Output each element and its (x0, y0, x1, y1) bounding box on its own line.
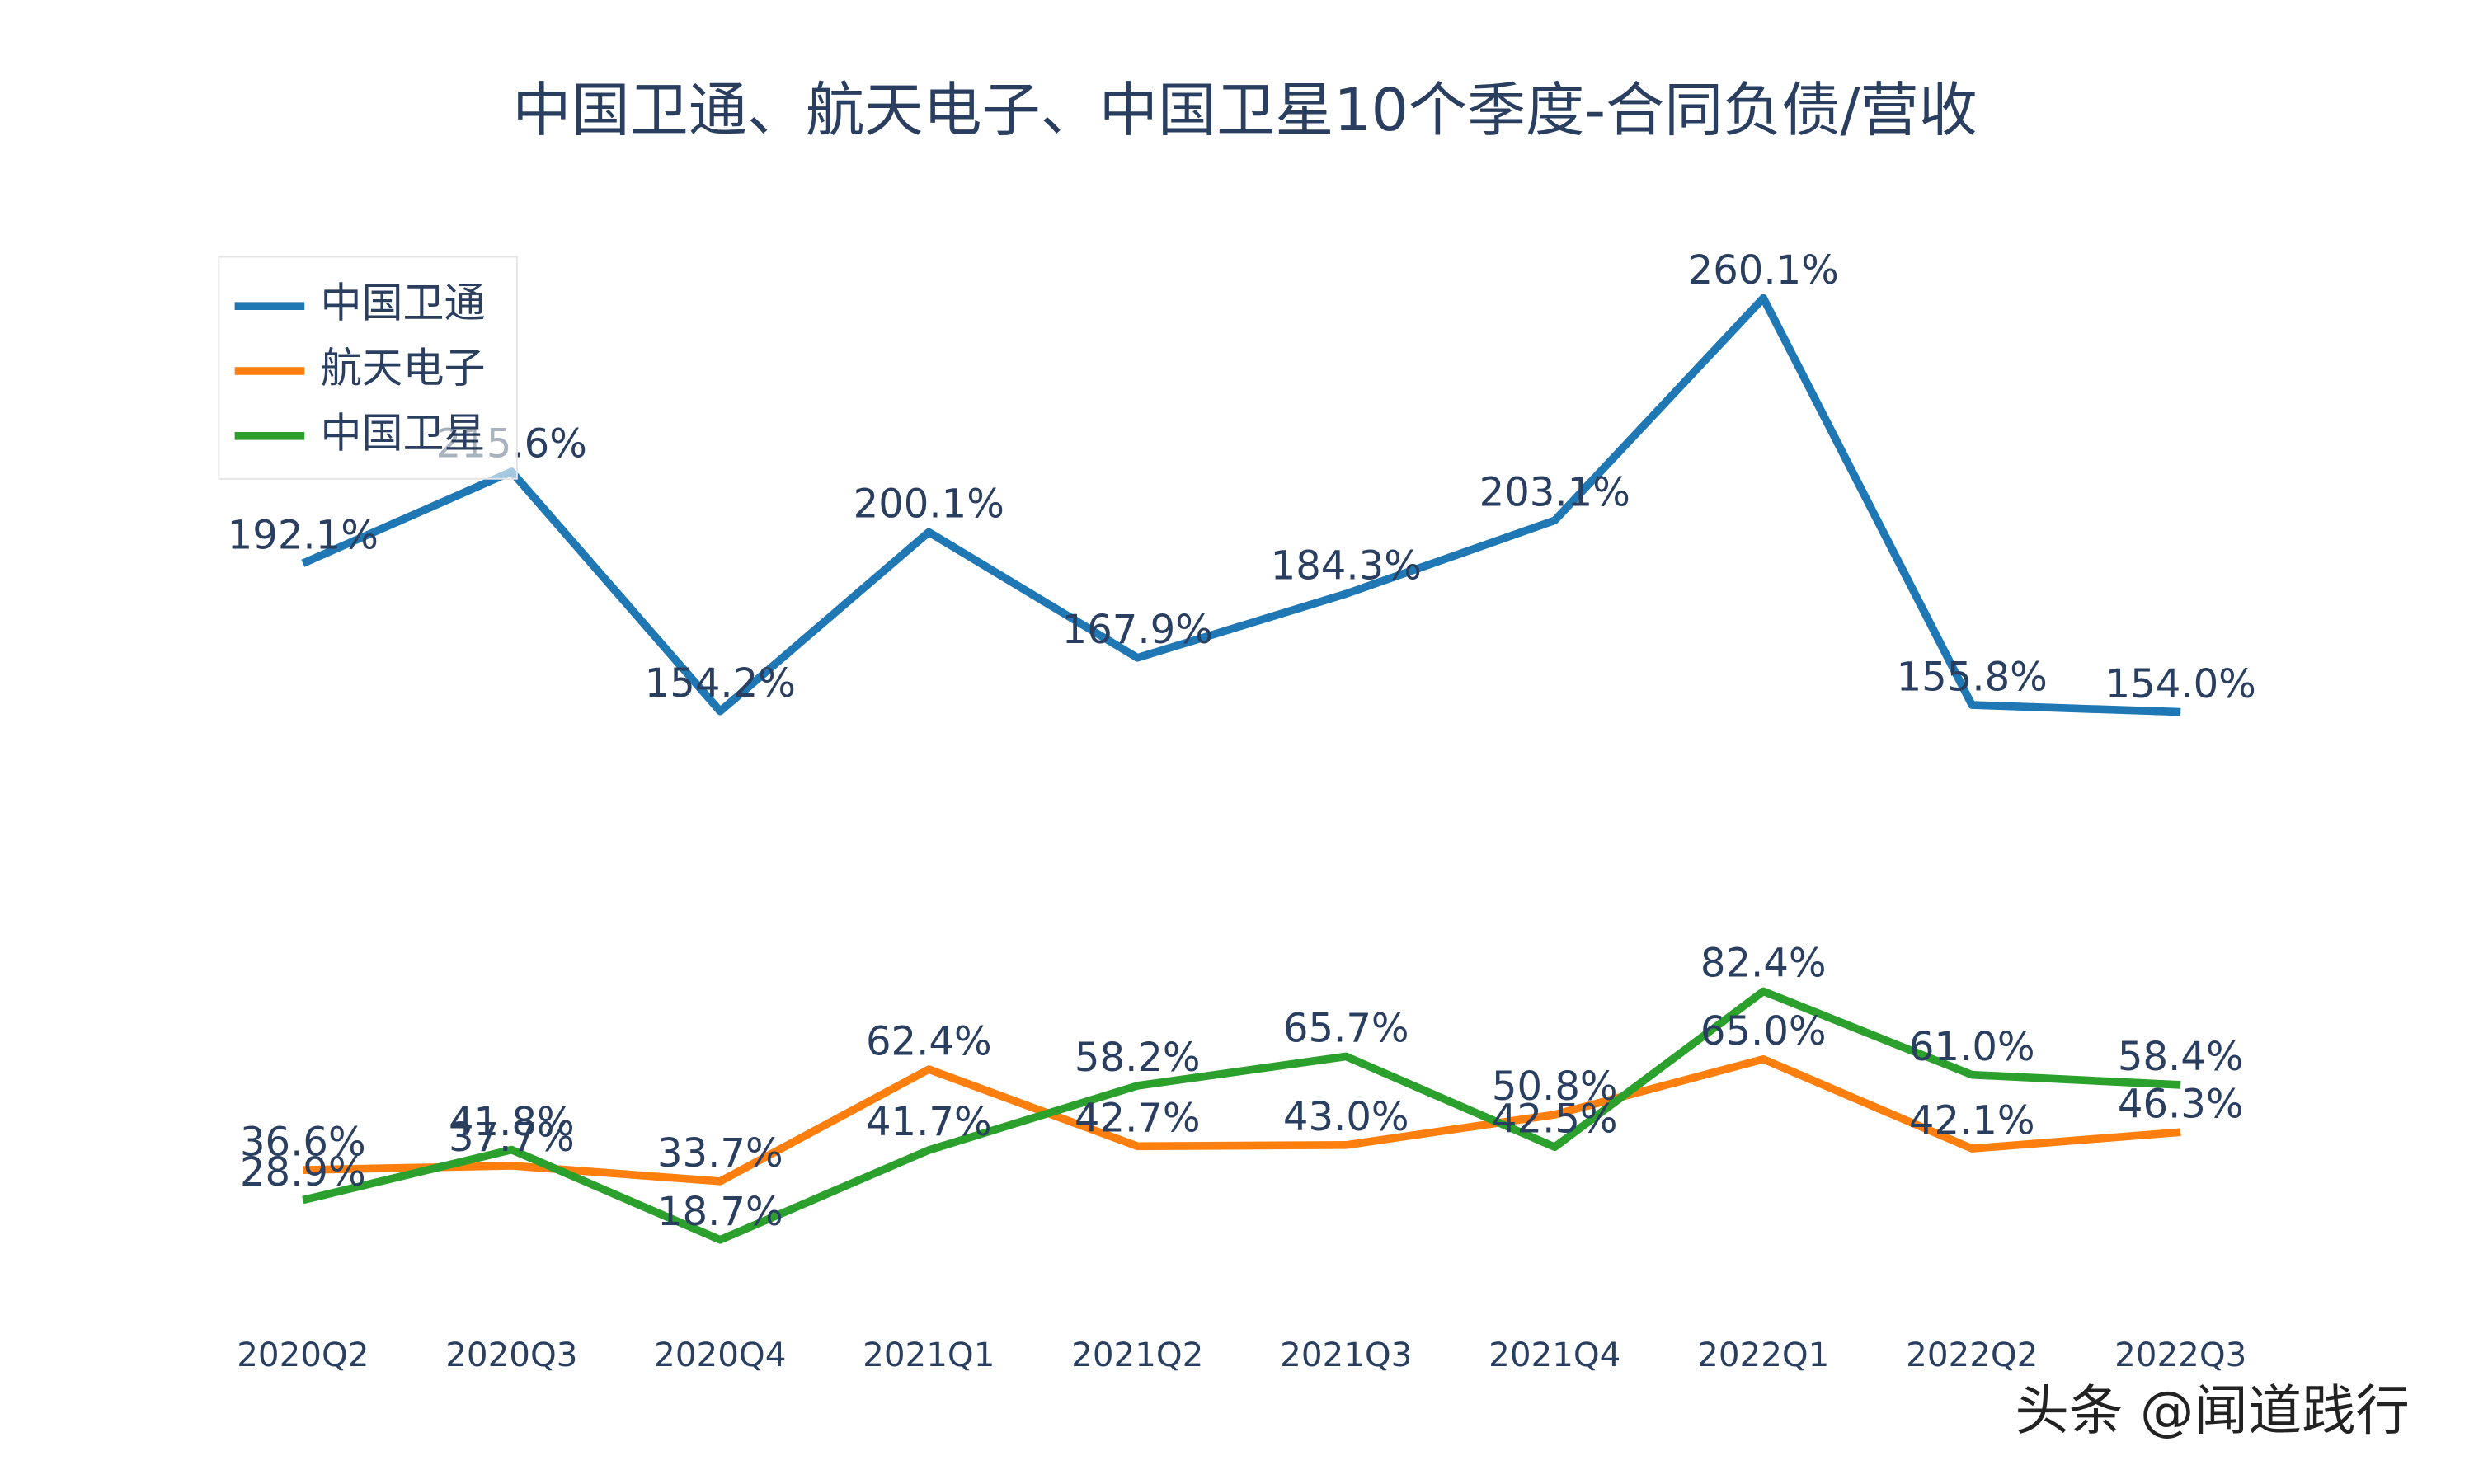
series-line (302, 987, 2181, 1244)
data-label: 62.4% (866, 1018, 992, 1064)
data-label: 28.9% (240, 1149, 366, 1195)
data-label: 41.8% (449, 1099, 575, 1145)
data-label: 65.7% (1283, 1006, 1409, 1052)
x-tick-label: 2022Q2 (1906, 1336, 2038, 1374)
data-label: 155.8% (1897, 654, 2048, 700)
legend-label: 中国卫通 (320, 279, 485, 327)
x-tick-label: 2021Q4 (1489, 1336, 1620, 1374)
data-label: 61.0% (1909, 1024, 2035, 1070)
legend-label: 航天电子 (320, 345, 485, 392)
watermark: 头条 @闻道践行 (2015, 1379, 2409, 1442)
data-label: 203.1% (1479, 469, 1630, 515)
legend-label: 中国卫星 (320, 409, 485, 457)
x-tick-label: 2020Q2 (237, 1336, 369, 1374)
series-line (303, 1054, 2181, 1186)
data-label: 154.0% (2105, 661, 2256, 707)
plot: 2020Q2 2020Q3 2020Q4 2021Q1 2021Q2 2021Q3 2021… (228, 247, 2256, 1374)
data-label: 58.2% (1075, 1035, 1201, 1081)
data-label: 260.1% (1688, 247, 1839, 294)
data-label: 42.7% (1075, 1096, 1201, 1142)
data-label: 58.4% (2118, 1034, 2244, 1080)
x-tick-label: 2022Q1 (1697, 1336, 1829, 1374)
data-label: 37.7% (449, 1115, 575, 1161)
chart-title: 中国卫通、航天电子、中国卫星10个季度-合同负债/营收 (512, 76, 1977, 144)
x-tick-label: 2022Q3 (2114, 1336, 2246, 1374)
data-label: 200.1% (854, 481, 1004, 528)
data-label: 192.1% (228, 513, 379, 559)
x-tick-label: 2020Q3 (445, 1336, 577, 1374)
data-label: 65.0% (1700, 1008, 1827, 1054)
data-label: 42.1% (1909, 1097, 2035, 1144)
data-label: 184.3% (1271, 542, 1422, 589)
data-label: 43.0% (1283, 1094, 1409, 1140)
data-label: 154.2% (645, 660, 796, 707)
data-label: 42.5% (1492, 1096, 1618, 1142)
data-label: 82.4% (1700, 941, 1827, 987)
data-label: 46.3% (2118, 1081, 2244, 1127)
data-label: 36.6% (240, 1119, 366, 1165)
x-tick-label: 2020Q4 (654, 1336, 786, 1374)
series-line (301, 294, 2181, 716)
data-label: 33.7% (657, 1130, 783, 1176)
x-tick-label: 2021Q3 (1280, 1336, 1412, 1374)
data-label: 50.8% (1492, 1064, 1618, 1110)
x-tick-label: 2021Q2 (1071, 1336, 1203, 1374)
data-label: 18.7% (657, 1189, 783, 1235)
data-label: 167.9% (1062, 607, 1213, 653)
data-label: 41.7% (866, 1099, 992, 1145)
x-tick-label: 2021Q1 (863, 1336, 995, 1374)
